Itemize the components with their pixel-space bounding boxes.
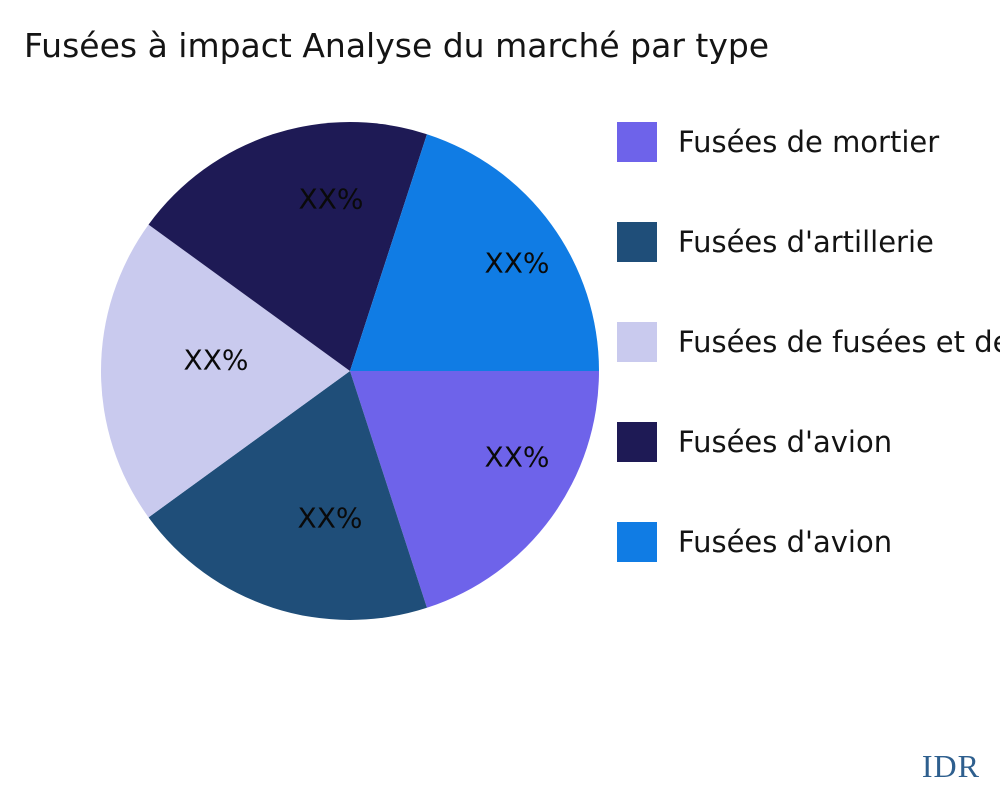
pie-slice-label: XX% (485, 247, 550, 280)
chart-title: Fusées à impact Analyse du marché par ty… (24, 26, 770, 65)
legend-item-fusees-et-de: Fusées de fusées et de (617, 322, 1000, 362)
legend-swatch (617, 222, 657, 262)
legend-item-mortier: Fusées de mortier (617, 122, 1000, 162)
pie-slice (350, 371, 599, 608)
pie-slice-label: XX% (184, 344, 249, 377)
legend-item-avion-2: Fusées d'avion (617, 522, 1000, 562)
legend-swatch (617, 422, 657, 462)
legend-label: Fusées d'avion (678, 525, 893, 559)
brand-watermark: IDR (921, 748, 980, 784)
legend-swatch (617, 322, 657, 362)
legend: Fusées de mortier Fusées d'artillerie Fu… (617, 122, 1000, 622)
legend-label: Fusées d'avion (678, 425, 893, 459)
legend-item-avion-1: Fusées d'avion (617, 422, 1000, 462)
pie-slice (350, 134, 599, 371)
pie-slice (148, 371, 427, 621)
legend-swatch (617, 122, 657, 162)
legend-item-artillerie: Fusées d'artillerie (617, 222, 1000, 262)
legend-swatch (617, 522, 657, 562)
legend-label: Fusées de fusées et de (678, 325, 1000, 359)
legend-label: Fusées d'artillerie (678, 225, 934, 259)
pie-slice (148, 121, 427, 371)
pie-slice-label: XX% (298, 502, 363, 535)
legend-label: Fusées de mortier (678, 125, 940, 159)
pie-slice-label: XX% (485, 441, 550, 474)
pie-slice-label: XX% (299, 183, 364, 216)
pie-slice (100, 224, 351, 518)
